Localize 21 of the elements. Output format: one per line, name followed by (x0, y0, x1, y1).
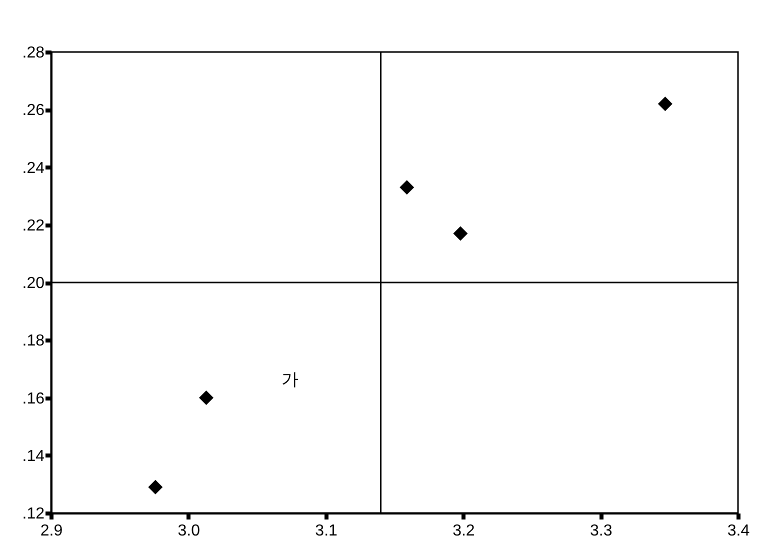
y-tick-label: .22 (22, 217, 45, 234)
x-tick-label: 3.4 (727, 522, 750, 540)
point (453, 226, 468, 241)
x-tick-label: 2.9 (40, 522, 63, 540)
y-tick-label: .20 (22, 275, 45, 292)
y-tick-label: .24 (22, 160, 45, 177)
annotation: 가 (282, 370, 299, 389)
x-tick-label: 3.2 (452, 522, 475, 540)
y-tick-label: .18 (22, 332, 45, 350)
point (658, 96, 672, 112)
x-tick-label: 3.3 (590, 522, 612, 540)
point (400, 180, 414, 195)
y-tick-label: .26 (22, 102, 45, 120)
point (148, 480, 163, 494)
y-tick-label: .28 (22, 44, 45, 62)
x-tick-label: 3.1 (315, 522, 338, 540)
point (199, 390, 214, 405)
y-tick-label: .14 (22, 448, 45, 465)
x-tick-label: 3.0 (178, 522, 200, 540)
y-tick-label: .16 (22, 390, 45, 408)
y-tick-label: .12 (22, 506, 45, 522)
